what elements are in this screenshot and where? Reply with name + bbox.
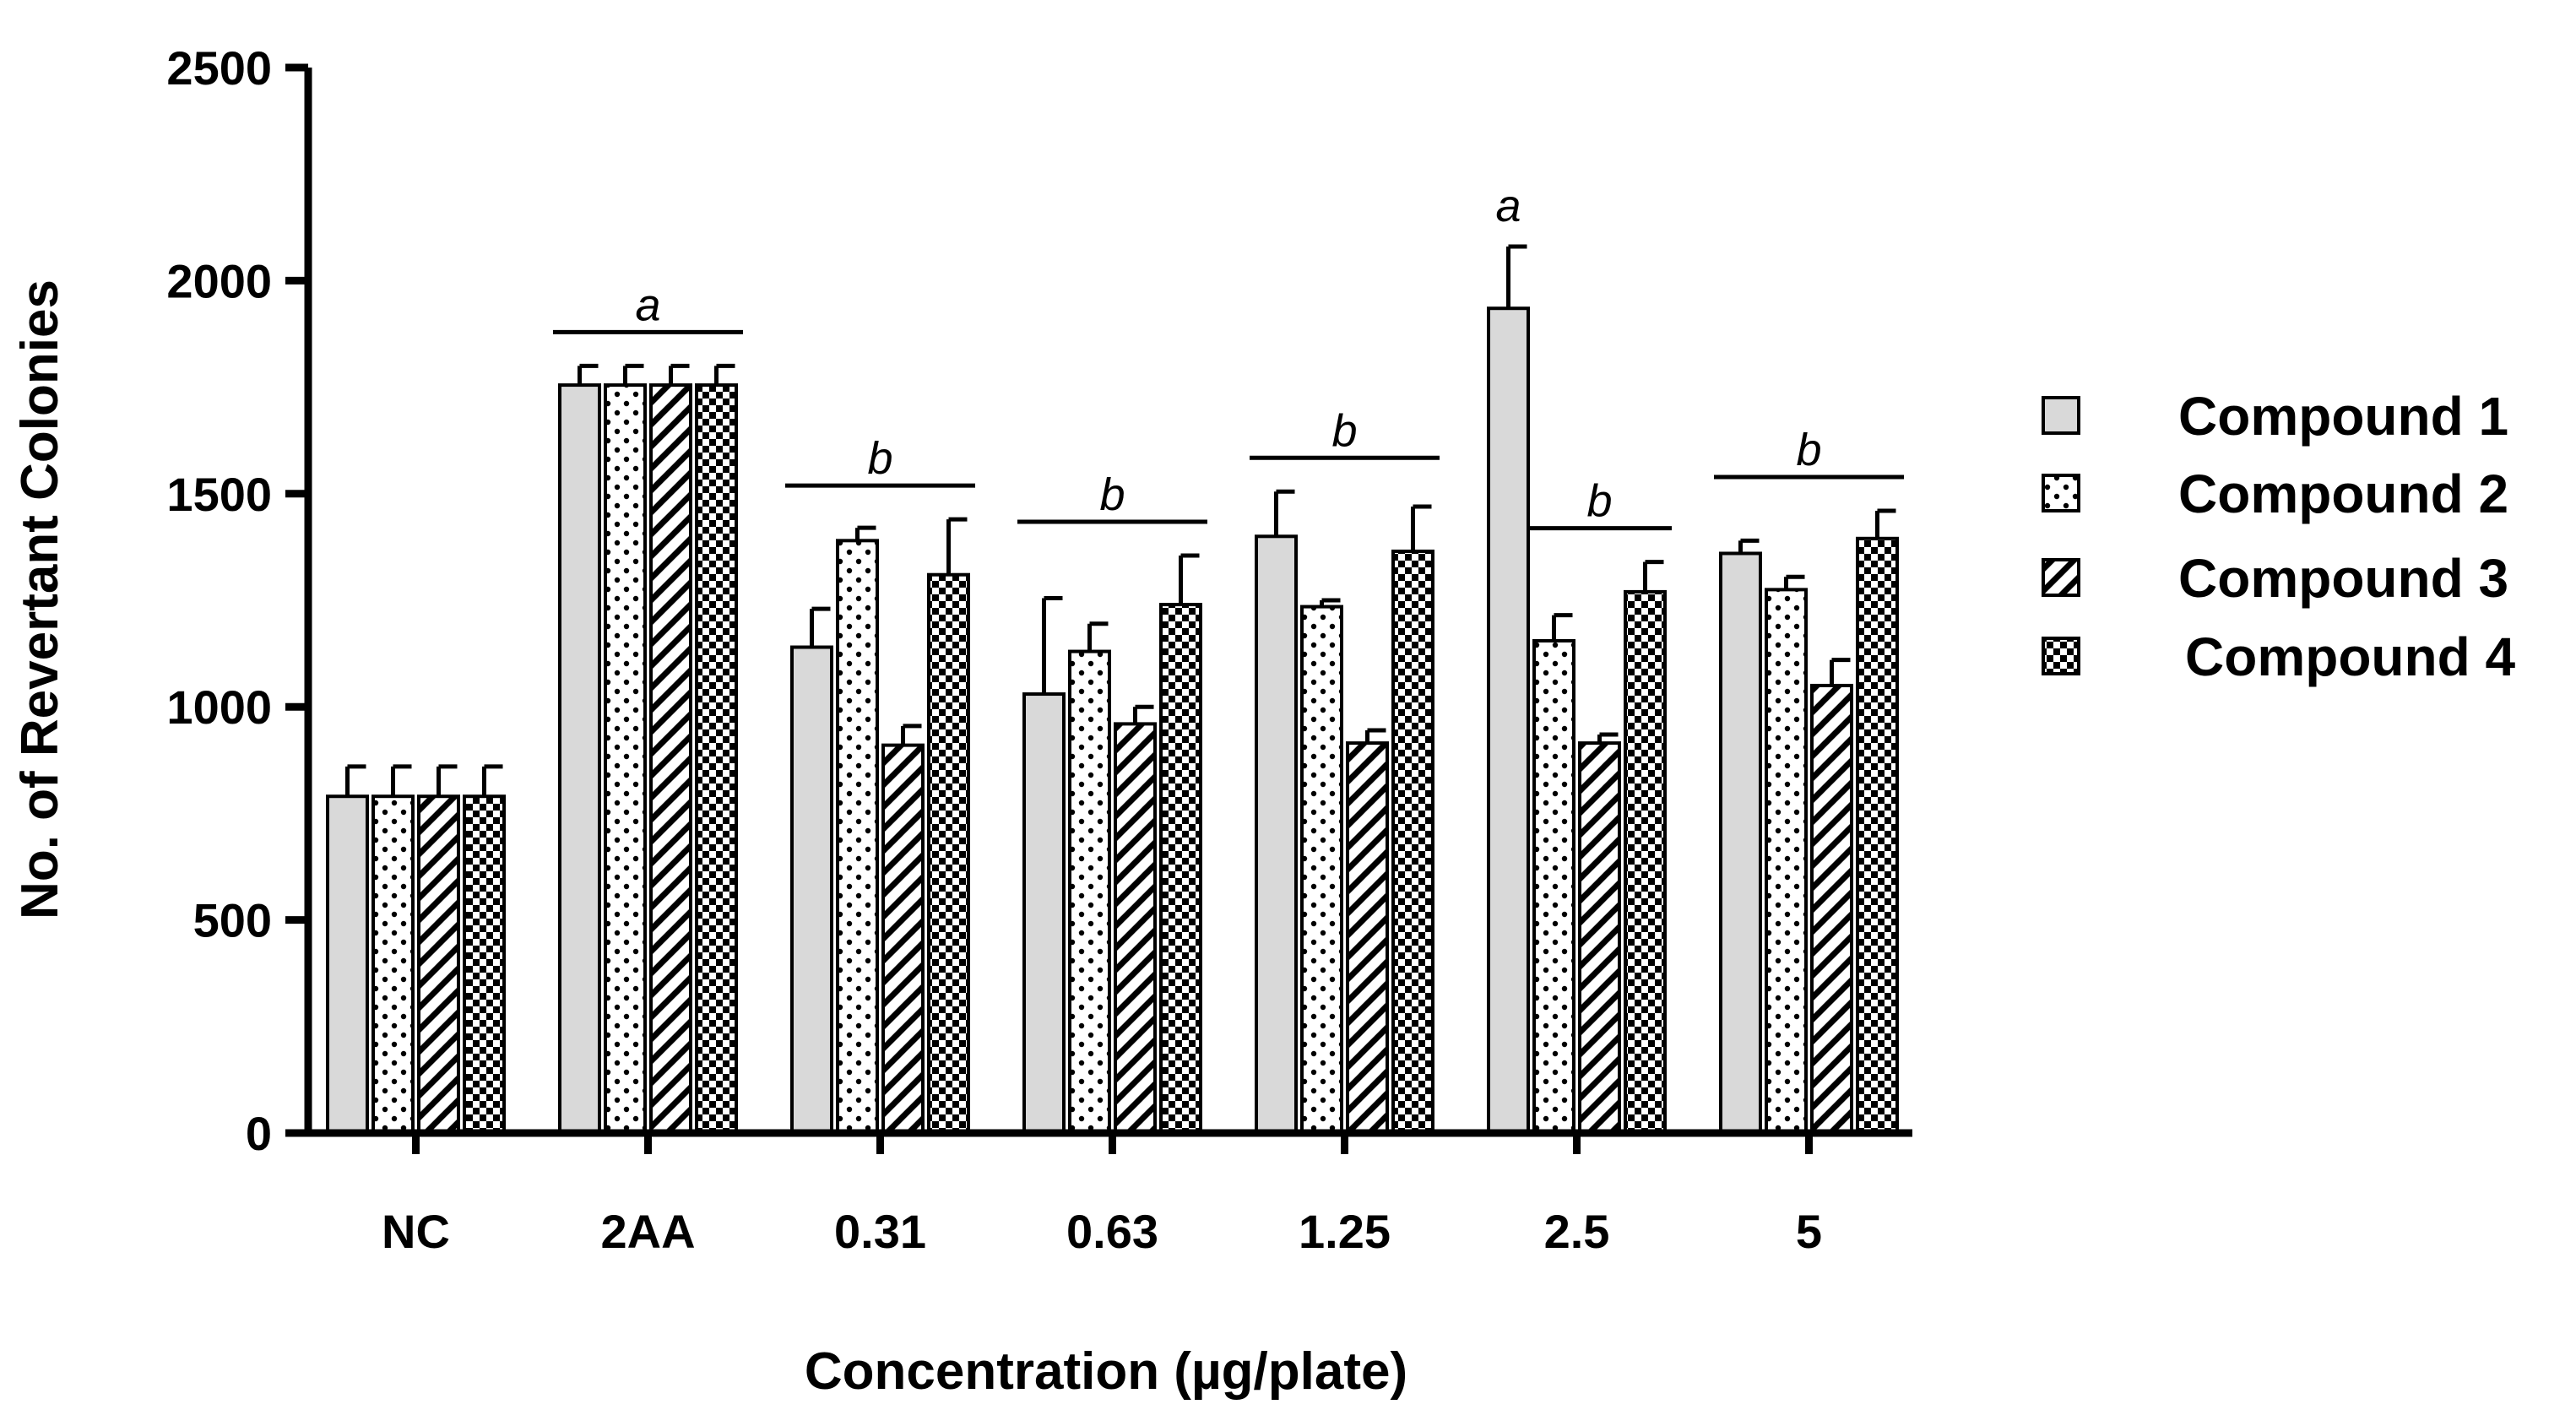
bar [1624,589,1667,1135]
x-axis-title: Concentration (µg/plate) [805,1342,1407,1401]
significance-letter: b [1331,405,1357,456]
y-tick-label: 1000 [166,680,272,734]
x-tick-label: NC [382,1205,450,1258]
bar [1159,603,1202,1135]
significance-letter: b [867,433,892,484]
bar [558,383,601,1135]
legend-label: Compound 2 [2178,464,2508,524]
bar [1255,534,1298,1135]
significance-letter: b [1586,476,1612,527]
y-tick-label: 2500 [166,41,272,95]
bar [1114,722,1157,1136]
y-tick-label: 2000 [166,254,272,307]
x-tick-label: 2AA [600,1205,695,1258]
significance-letter: b [1099,469,1125,520]
bar [1391,549,1434,1135]
legend-swatch [2042,637,2080,675]
bar [371,794,415,1135]
significance-letter: b [1796,425,1821,475]
legend-swatch [2042,396,2080,435]
bar [881,743,925,1136]
bar [1346,741,1389,1135]
bar [836,539,879,1135]
bar [1719,551,1762,1135]
significance-letter: a [635,279,660,330]
significance-letter: a [1495,181,1521,231]
bar [1856,536,1899,1135]
bar [326,794,369,1135]
y-axis-title: No. of Revertant Colonies [11,279,69,919]
bar [1765,588,1808,1135]
bar [1487,306,1530,1136]
bar [417,794,460,1135]
bar [1810,683,1853,1135]
x-tick-label: 2.5 [1544,1205,1610,1258]
bar [1532,638,1575,1135]
bars [326,244,1899,1136]
legend-label: Compound 3 [2178,548,2508,609]
x-tick-label: 5 [1796,1205,1822,1258]
legend-label: Compound 1 [2178,386,2508,447]
x-tick-label: 0.63 [1066,1205,1158,1258]
bar [463,794,506,1135]
legend-label: Compound 4 [2185,626,2515,687]
legend-swatch [2042,474,2080,512]
x-tick-label: 1.25 [1299,1205,1391,1258]
significance-annotations: a b b b a b b [553,181,1904,531]
y-tick-label: 0 [246,1107,272,1160]
y-tick-label: 1500 [166,468,272,521]
bar [1068,649,1111,1135]
bar [604,383,647,1135]
bar [1578,741,1621,1135]
bar [927,572,970,1135]
bar [695,383,738,1135]
bar [790,645,833,1135]
x-tick-label: 0.31 [834,1205,926,1258]
bar [649,383,692,1135]
legend-swatch [2042,558,2080,597]
legend: Compound 1 Compound 2 Compound 3 Compound 4 [2042,386,2515,687]
bar [1300,605,1343,1135]
x-axis-ticks: NC 2AA 0.31 0.63 1.25 2.5 5 [382,1133,1822,1258]
y-axis-ticks: 0 500 1000 1500 2000 2500 [166,41,308,1160]
y-tick-label: 500 [193,894,272,947]
bar [1022,692,1066,1135]
